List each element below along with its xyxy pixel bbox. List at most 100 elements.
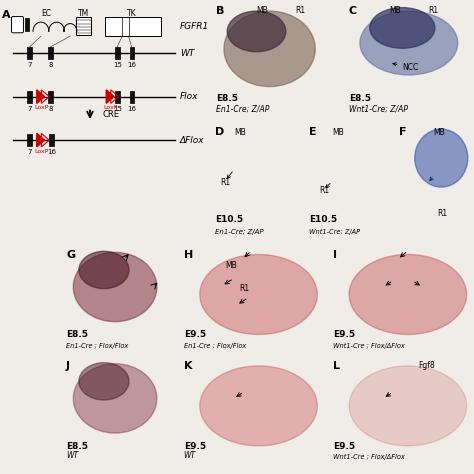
- Text: R1: R1: [239, 284, 250, 293]
- Text: 16: 16: [128, 106, 137, 112]
- Bar: [27, 47, 32, 59]
- Text: H: H: [183, 250, 193, 260]
- Text: J: J: [66, 361, 70, 371]
- FancyArrowPatch shape: [245, 253, 249, 256]
- Text: MB: MB: [234, 128, 246, 137]
- Text: 8: 8: [48, 62, 53, 68]
- Text: E8.5: E8.5: [66, 330, 88, 339]
- Text: FGFR1: FGFR1: [180, 22, 209, 31]
- Text: E9.5: E9.5: [333, 442, 355, 451]
- Text: F: F: [399, 127, 406, 137]
- Polygon shape: [37, 133, 45, 147]
- Ellipse shape: [415, 129, 468, 187]
- Text: Wnt1-Cre; Z/AP: Wnt1-Cre; Z/AP: [349, 105, 408, 114]
- Bar: [115, 47, 119, 59]
- Text: MB: MB: [256, 6, 268, 15]
- Text: R1: R1: [296, 6, 306, 15]
- Bar: [115, 91, 119, 103]
- Text: NCC: NCC: [393, 63, 419, 72]
- Text: E8.5: E8.5: [216, 94, 238, 103]
- Text: Wnt1-Cre; Z/AP: Wnt1-Cre; Z/AP: [309, 228, 360, 235]
- FancyArrowPatch shape: [386, 392, 391, 396]
- Text: LoxP: LoxP: [35, 105, 49, 110]
- Text: En1-Cre; Z/AP: En1-Cre; Z/AP: [215, 229, 263, 235]
- Ellipse shape: [227, 11, 286, 52]
- FancyBboxPatch shape: [11, 17, 23, 33]
- Bar: [48, 91, 53, 103]
- Text: WT: WT: [180, 49, 194, 57]
- Text: WT: WT: [66, 451, 78, 460]
- Polygon shape: [37, 90, 45, 103]
- Text: En1-Cre ; Flox/Flox: En1-Cre ; Flox/Flox: [183, 343, 246, 349]
- Text: R1: R1: [438, 210, 447, 219]
- FancyArrowPatch shape: [430, 177, 433, 181]
- Text: CRE: CRE: [102, 110, 119, 119]
- Ellipse shape: [349, 366, 466, 446]
- FancyArrowPatch shape: [237, 392, 242, 396]
- Text: MB: MB: [225, 261, 237, 270]
- Text: ΔFlox: ΔFlox: [180, 136, 204, 145]
- Text: L: L: [333, 361, 340, 371]
- Ellipse shape: [349, 255, 466, 335]
- Text: Wnt1-Cre ; Flox/ΔFlox: Wnt1-Cre ; Flox/ΔFlox: [333, 343, 405, 349]
- Text: I: I: [333, 250, 337, 260]
- Text: E10.5: E10.5: [309, 215, 337, 224]
- FancyArrowPatch shape: [415, 281, 419, 285]
- Text: E9.5: E9.5: [183, 442, 206, 451]
- Bar: [76, 17, 91, 35]
- Text: 16: 16: [47, 149, 56, 155]
- Ellipse shape: [224, 11, 315, 87]
- Bar: [27, 91, 32, 103]
- Text: E9.5: E9.5: [183, 330, 206, 339]
- Text: R1: R1: [319, 186, 329, 195]
- Text: 15: 15: [113, 62, 122, 68]
- Bar: [49, 134, 54, 146]
- Text: A: A: [2, 9, 11, 19]
- FancyArrowPatch shape: [225, 280, 231, 284]
- Bar: [129, 91, 134, 103]
- Text: E8.5: E8.5: [349, 94, 371, 103]
- Text: LoxP: LoxP: [104, 105, 118, 110]
- Bar: [105, 17, 161, 36]
- Bar: [25, 18, 29, 31]
- Text: 15: 15: [113, 106, 122, 112]
- Text: Flox: Flox: [180, 92, 198, 101]
- Text: LoxP: LoxP: [35, 149, 49, 154]
- Text: WT: WT: [183, 451, 196, 460]
- Text: En1-Cre; Z/AP: En1-Cre; Z/AP: [216, 105, 270, 114]
- Text: E8.5: E8.5: [66, 442, 88, 451]
- Text: En1-Cre ; Flox/Flox: En1-Cre ; Flox/Flox: [66, 343, 128, 349]
- Text: D: D: [215, 127, 224, 137]
- FancyArrowPatch shape: [386, 281, 391, 285]
- Text: MB: MB: [434, 128, 446, 137]
- Ellipse shape: [200, 366, 318, 446]
- Text: 7: 7: [27, 106, 32, 112]
- Text: MB: MB: [389, 6, 401, 15]
- Text: 16: 16: [128, 62, 137, 68]
- FancyArrowPatch shape: [401, 253, 406, 257]
- Text: 7: 7: [27, 62, 32, 68]
- FancyArrowPatch shape: [227, 172, 232, 178]
- Bar: [48, 47, 53, 59]
- Ellipse shape: [73, 252, 157, 322]
- Text: Fgf8: Fgf8: [418, 361, 435, 370]
- FancyArrowPatch shape: [326, 183, 330, 188]
- Polygon shape: [106, 90, 114, 103]
- Text: EC: EC: [41, 9, 51, 18]
- Text: 8: 8: [48, 106, 53, 112]
- Text: 7: 7: [27, 149, 32, 155]
- Ellipse shape: [73, 364, 157, 433]
- Text: E9.5: E9.5: [333, 330, 355, 339]
- Ellipse shape: [360, 11, 458, 75]
- Text: R1: R1: [428, 6, 438, 15]
- Bar: [27, 134, 32, 146]
- Bar: [129, 47, 134, 59]
- Text: R1: R1: [220, 178, 230, 187]
- Ellipse shape: [370, 8, 435, 48]
- Text: MB: MB: [332, 128, 344, 137]
- Text: TK: TK: [127, 9, 137, 18]
- Text: K: K: [183, 361, 192, 371]
- Text: TM: TM: [78, 9, 89, 18]
- Ellipse shape: [200, 255, 318, 335]
- Text: Wnt1-Cre ; Flox/ΔFlox: Wnt1-Cre ; Flox/ΔFlox: [333, 454, 405, 460]
